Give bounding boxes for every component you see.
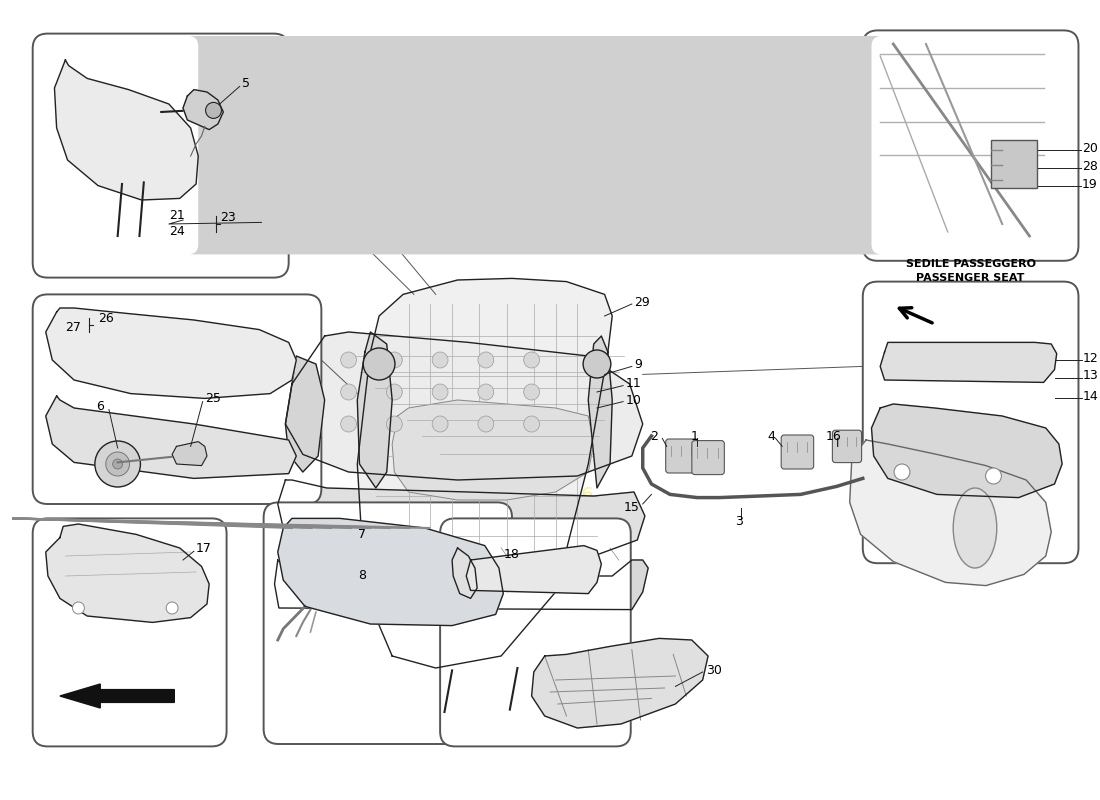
Polygon shape — [393, 400, 594, 500]
Circle shape — [894, 464, 910, 480]
Text: 14: 14 — [1082, 390, 1099, 403]
Text: 25: 25 — [205, 392, 221, 405]
Polygon shape — [275, 560, 648, 610]
Polygon shape — [55, 60, 198, 200]
Text: 29: 29 — [634, 296, 650, 309]
Text: 12: 12 — [1082, 352, 1099, 365]
Polygon shape — [183, 90, 223, 130]
Text: 2: 2 — [650, 430, 658, 442]
Polygon shape — [285, 332, 642, 480]
Circle shape — [986, 468, 1001, 484]
Polygon shape — [588, 336, 613, 488]
Text: 4: 4 — [768, 430, 776, 442]
Polygon shape — [849, 440, 1052, 586]
FancyBboxPatch shape — [33, 518, 227, 746]
Circle shape — [341, 352, 356, 368]
FancyBboxPatch shape — [833, 430, 861, 462]
Polygon shape — [358, 332, 393, 488]
Circle shape — [95, 441, 141, 487]
Text: 18: 18 — [504, 548, 519, 561]
Polygon shape — [46, 524, 209, 622]
Circle shape — [524, 352, 539, 368]
FancyBboxPatch shape — [440, 518, 630, 746]
Text: 13: 13 — [1082, 370, 1099, 382]
Polygon shape — [46, 396, 296, 478]
Text: 21: 21 — [169, 210, 185, 222]
Bar — [991, 140, 1037, 188]
Circle shape — [363, 348, 395, 380]
FancyBboxPatch shape — [264, 502, 512, 744]
Circle shape — [341, 416, 356, 432]
Text: 9: 9 — [634, 358, 642, 371]
Text: 28: 28 — [1081, 160, 1098, 173]
FancyBboxPatch shape — [666, 439, 698, 473]
Circle shape — [432, 352, 448, 368]
Text: 6: 6 — [96, 400, 103, 413]
FancyBboxPatch shape — [33, 294, 321, 504]
Polygon shape — [871, 404, 1063, 498]
Text: 8: 8 — [358, 570, 365, 582]
Text: 17: 17 — [196, 542, 212, 554]
Circle shape — [477, 384, 494, 400]
FancyBboxPatch shape — [188, 36, 881, 254]
Circle shape — [432, 384, 448, 400]
Text: 1: 1 — [691, 430, 698, 442]
Circle shape — [386, 384, 403, 400]
Text: 19: 19 — [1081, 178, 1098, 190]
Text: 15: 15 — [624, 502, 640, 514]
FancyBboxPatch shape — [781, 435, 814, 469]
Text: 5: 5 — [242, 78, 250, 90]
FancyBboxPatch shape — [33, 34, 288, 278]
Polygon shape — [466, 546, 602, 594]
Text: SEDILE PASSEGGERO: SEDILE PASSEGGERO — [905, 259, 1035, 269]
Circle shape — [477, 352, 494, 368]
Circle shape — [166, 602, 178, 614]
Circle shape — [477, 416, 494, 432]
Circle shape — [386, 352, 403, 368]
Text: 26: 26 — [98, 312, 113, 325]
Circle shape — [112, 459, 122, 469]
Circle shape — [106, 452, 130, 476]
Circle shape — [432, 416, 448, 432]
Text: 10: 10 — [625, 394, 641, 406]
FancyBboxPatch shape — [862, 30, 1078, 261]
Polygon shape — [278, 480, 645, 560]
Text: 11: 11 — [625, 378, 641, 390]
Text: euroParts: euroParts — [246, 386, 582, 446]
Text: 27: 27 — [65, 322, 81, 334]
Text: 3: 3 — [735, 515, 743, 528]
Polygon shape — [46, 308, 296, 398]
FancyBboxPatch shape — [862, 282, 1078, 563]
Polygon shape — [531, 638, 708, 728]
Text: 16: 16 — [825, 430, 842, 442]
FancyBboxPatch shape — [692, 441, 724, 474]
Polygon shape — [285, 356, 324, 472]
Circle shape — [73, 602, 85, 614]
Circle shape — [524, 384, 539, 400]
Text: 7: 7 — [358, 528, 365, 541]
Text: 30: 30 — [706, 664, 722, 677]
Circle shape — [386, 416, 403, 432]
Polygon shape — [358, 278, 613, 668]
Polygon shape — [880, 342, 1057, 382]
Text: 23: 23 — [220, 211, 235, 224]
Polygon shape — [59, 684, 174, 708]
Circle shape — [341, 384, 356, 400]
Polygon shape — [172, 442, 207, 466]
Polygon shape — [278, 518, 504, 626]
Text: PASSENGER SEAT: PASSENGER SEAT — [916, 274, 1025, 283]
Circle shape — [206, 102, 221, 118]
Ellipse shape — [954, 488, 997, 568]
Circle shape — [583, 350, 610, 378]
Text: 20: 20 — [1081, 142, 1098, 154]
Polygon shape — [452, 548, 477, 598]
Circle shape — [524, 416, 539, 432]
Text: a passion for parts since 1996: a passion for parts since 1996 — [299, 486, 594, 506]
Text: 24: 24 — [169, 226, 185, 238]
